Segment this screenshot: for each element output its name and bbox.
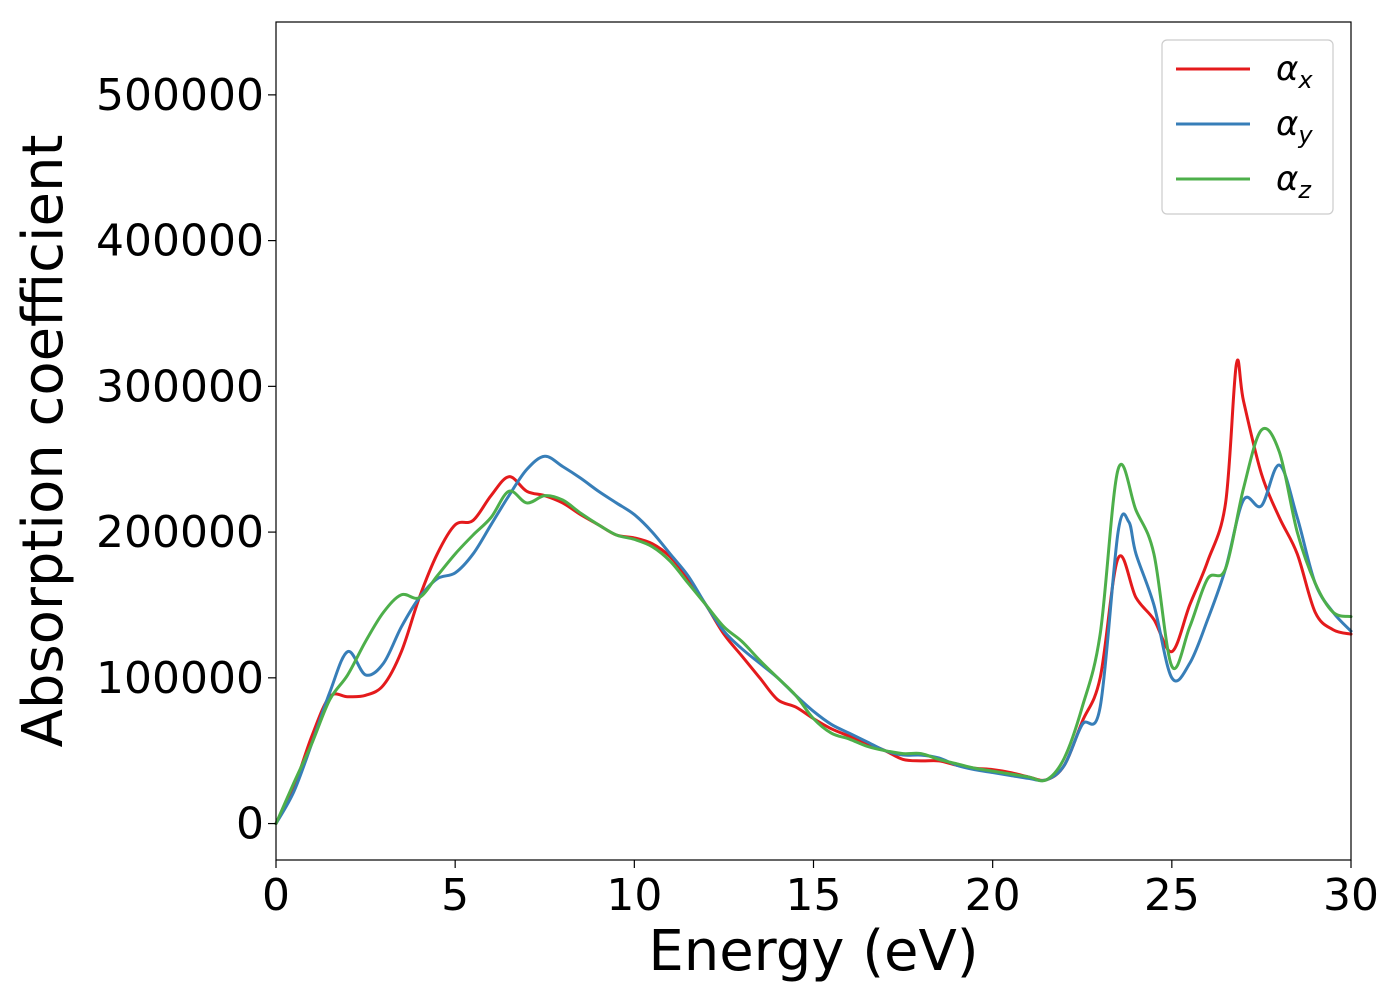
y-tick-label: 400000	[96, 216, 264, 267]
y-tick-label: 0	[236, 799, 264, 850]
legend-frame	[1161, 39, 1334, 215]
legend-label-z: αz	[1276, 159, 1312, 204]
x-axis-title: Energy (eV)	[648, 919, 978, 984]
x-tick-label: 25	[1144, 870, 1200, 921]
legend-symbol: α	[1276, 49, 1298, 89]
y-tick-label: 500000	[96, 70, 264, 121]
y-tick-label: 200000	[96, 507, 264, 558]
y-tick-label: 100000	[96, 653, 264, 704]
series-line-y	[274, 454, 1353, 826]
legend-subscript: z	[1297, 176, 1312, 204]
x-ticks: 0 5 10 15 20 25 30	[262, 860, 1379, 921]
x-tick-label: 30	[1323, 870, 1379, 921]
x-tick-label: 10	[606, 870, 662, 921]
x-tick-label: 0	[262, 870, 290, 921]
y-ticks: 0 100000 200000 300000 400000 500000	[96, 70, 276, 850]
legend-symbol: α	[1276, 159, 1298, 199]
x-tick-label: 20	[965, 870, 1021, 921]
series-line-x	[274, 358, 1353, 826]
series-layer	[274, 358, 1353, 826]
x-tick-label: 15	[786, 870, 842, 921]
series-line-z	[274, 427, 1353, 826]
x-tick-label: 5	[441, 870, 469, 921]
legend-subscript: y	[1297, 121, 1313, 149]
legend-label-x: αx	[1276, 49, 1313, 94]
legend-label-y: αy	[1276, 104, 1313, 149]
legend-symbol: α	[1276, 104, 1298, 144]
legend-subscript: x	[1297, 66, 1313, 94]
y-axis-title: Absorption coefficient	[11, 135, 76, 748]
y-tick-label: 300000	[96, 361, 264, 412]
